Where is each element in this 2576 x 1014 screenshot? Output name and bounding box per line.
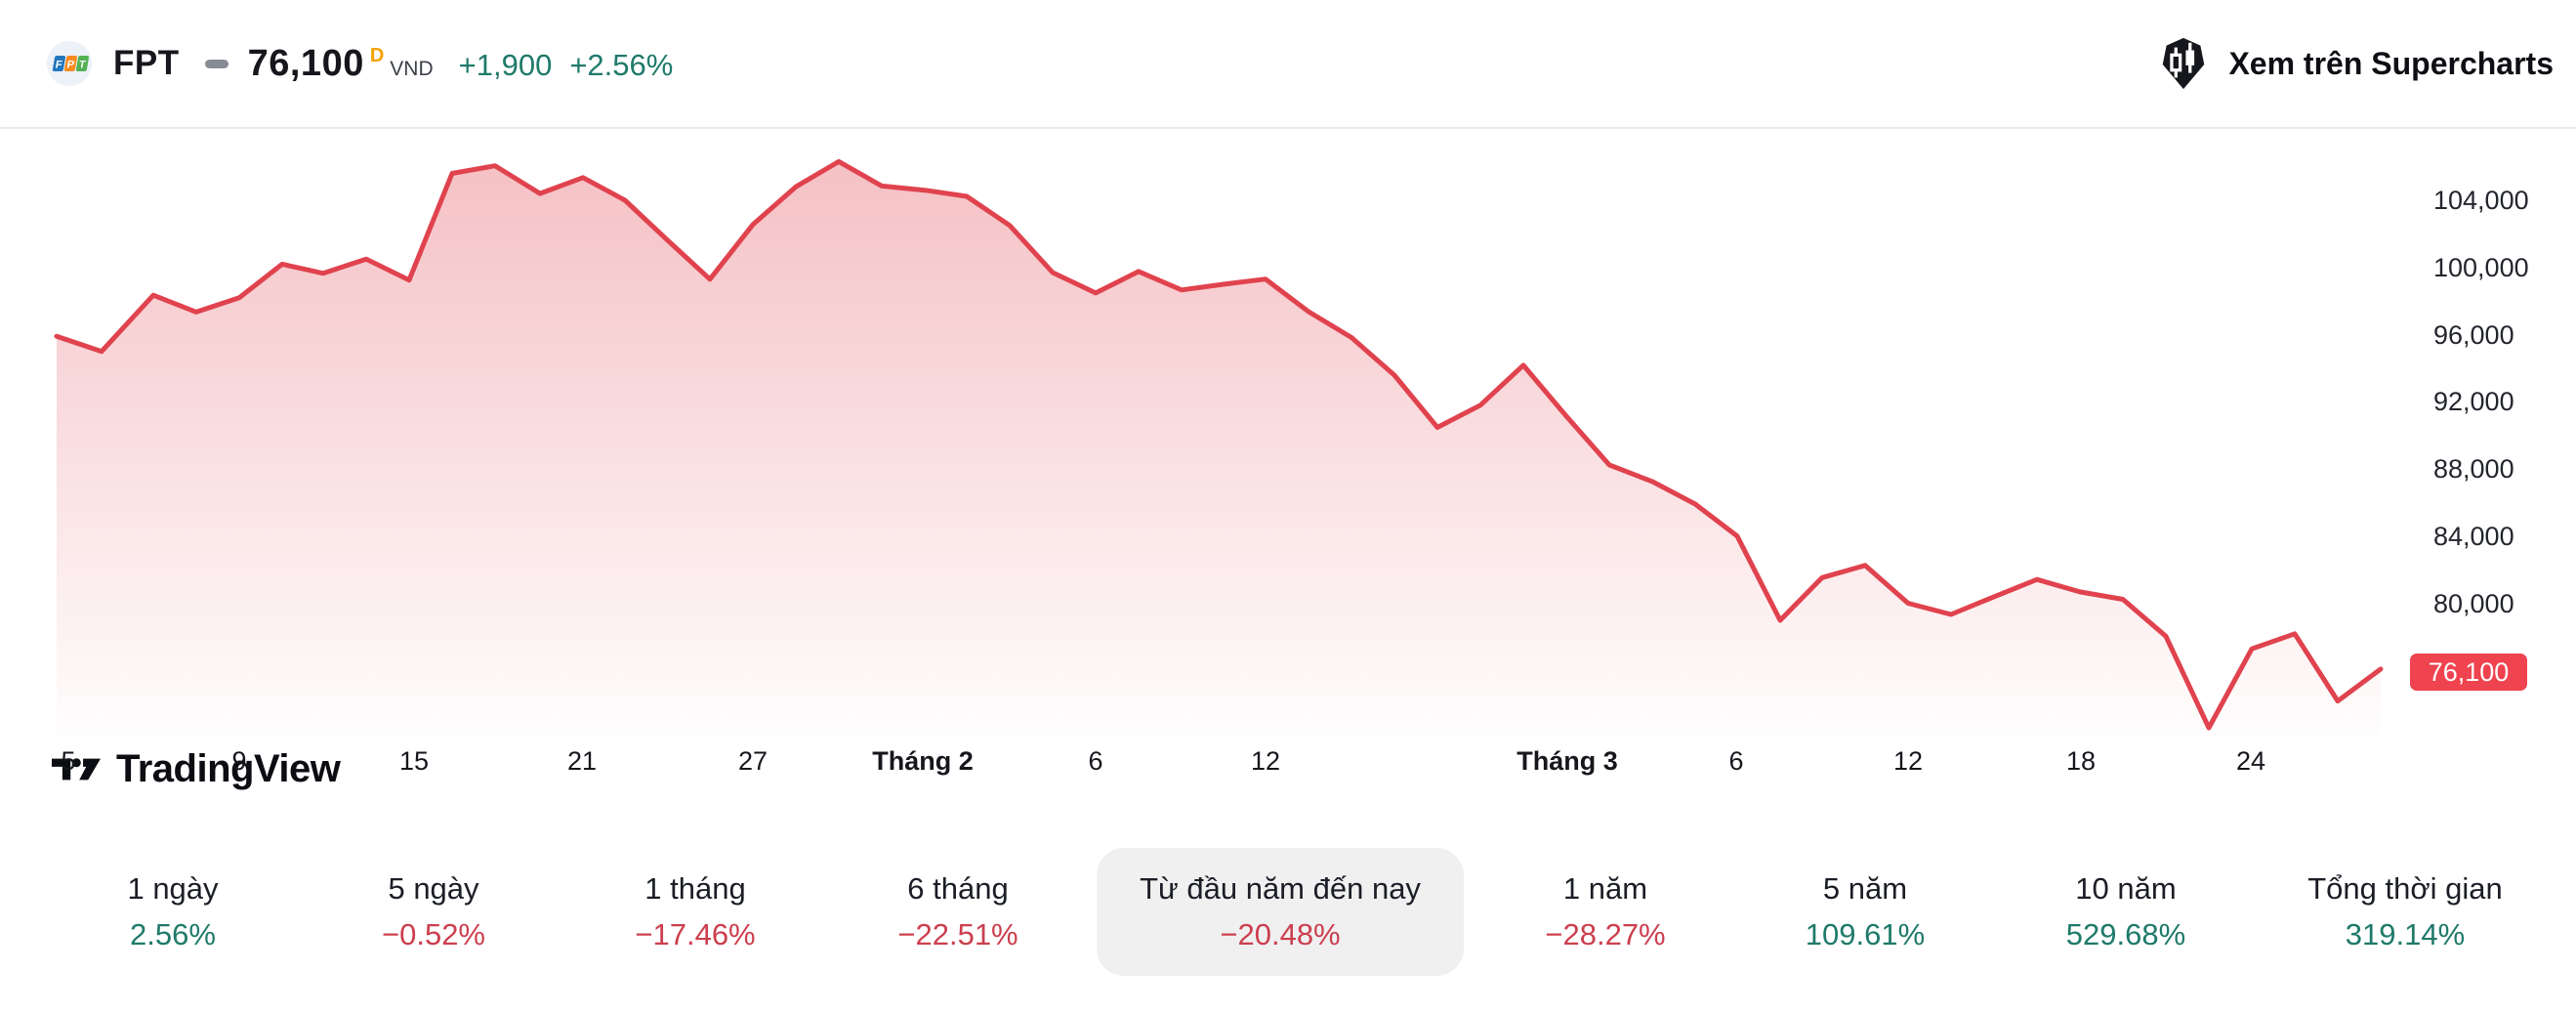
ticker-symbol: FPT — [113, 44, 180, 82]
fpt-logo: F P T — [47, 41, 92, 86]
tab-label: 10 năm — [2075, 871, 2177, 906]
y-axis-label: 104,000 — [2433, 186, 2529, 215]
tab-change-value: −22.51% — [897, 917, 1018, 951]
y-axis-label: 84,000 — [2433, 522, 2514, 551]
tab-tổng-thời-gian[interactable]: Tổng thời gian 319.14% — [2264, 848, 2546, 976]
supercharts-gem-icon — [2163, 37, 2205, 90]
x-axis-label: 12 — [1250, 746, 1281, 776]
y-axis-label: 80,000 — [2433, 588, 2514, 618]
supercharts-link-label: Xem trên Supercharts — [2228, 45, 2554, 81]
chart-area[interactable]: TradingView — [0, 129, 2576, 790]
price-line — [54, 158, 2384, 731]
currency-label: VND — [390, 57, 434, 80]
header: F P T FPT 76,100 D VND +1,900 +2.56% Xem… — [0, 0, 2576, 127]
tab-5-ngày[interactable]: 5 ngày −0.52% — [339, 848, 528, 976]
tradingview-logo-icon — [52, 758, 101, 781]
tab-label: Từ đầu năm đến nay — [1140, 871, 1421, 906]
tab-change-value: −17.46% — [635, 917, 756, 951]
tab-change-value: 319.14% — [2345, 917, 2466, 951]
tradingview-watermark-text: TradingView — [116, 747, 341, 790]
tab-change-value: 109.61% — [1805, 917, 1926, 951]
tab-label: 5 ngày — [388, 871, 479, 906]
tab-từ-đầu-năm-đến-nay[interactable]: Từ đầu năm đến nay −20.48% — [1097, 848, 1464, 976]
last-price-badge: 76,100 — [2410, 654, 2527, 691]
tab-change-value: −0.52% — [381, 917, 486, 951]
tradingview-watermark[interactable]: TradingView — [52, 747, 341, 791]
tab-1-năm[interactable]: 1 năm −28.27% — [1502, 848, 1708, 976]
tab-change-value: 529.68% — [2065, 917, 2186, 951]
x-axis-label: 15 — [398, 746, 430, 776]
tab-label: 1 ngày — [127, 871, 219, 906]
tab-change-value: −28.27% — [1545, 917, 1666, 951]
price-group: 76,100 D VND +1,900 +2.56% — [248, 43, 674, 85]
x-axis-label: 27 — [737, 746, 769, 776]
tab-1-tháng[interactable]: 1 tháng −17.46% — [592, 848, 798, 976]
tab-label: 5 năm — [1822, 871, 1908, 906]
tab-label: Tổng thời gian — [2307, 871, 2503, 906]
tab-5-năm[interactable]: 5 năm 109.61% — [1763, 848, 1968, 976]
x-axis-label: 12 — [1892, 746, 1924, 776]
svg-text:F: F — [55, 60, 63, 71]
tab-6-tháng[interactable]: 6 tháng −22.51% — [854, 848, 1060, 976]
period-tabs: 1 ngày 2.56% 5 ngày −0.52% 1 tháng −17.46% 6 t… — [0, 848, 2576, 994]
x-axis-label: 6 — [1728, 746, 1744, 776]
supercharts-link[interactable]: Xem trên Supercharts — [2158, 0, 2554, 127]
fpt-logo-icon: F P T — [52, 56, 90, 71]
tab-label: 1 tháng — [644, 871, 746, 906]
price-change-value: +1,900 — [458, 47, 553, 82]
area-fill — [57, 161, 2381, 744]
x-axis-label: Tháng 3 — [1517, 746, 1618, 776]
minus-separator-icon — [204, 59, 229, 68]
tab-change-value: 2.56% — [130, 917, 216, 951]
y-axis-label: 96,000 — [2433, 319, 2514, 350]
daily-interval-superscript: D — [369, 44, 385, 66]
x-axis-label: Tháng 2 — [872, 746, 974, 776]
x-axis-label: 18 — [2065, 746, 2097, 776]
tab-1-ngày[interactable]: 1 ngày 2.56% — [84, 848, 261, 976]
tab-10-năm[interactable]: 10 năm 529.68% — [2023, 848, 2228, 976]
svg-text:P: P — [65, 60, 75, 71]
x-axis-label: 24 — [2235, 746, 2266, 776]
header-divider — [0, 127, 2576, 129]
x-axis-label: 9 — [231, 746, 247, 776]
y-axis-label: 92,000 — [2433, 387, 2514, 417]
x-axis-label: 6 — [1088, 746, 1103, 776]
tab-label: 6 tháng — [907, 871, 1009, 906]
tab-change-value: −20.48% — [1220, 917, 1341, 951]
svg-text:T: T — [78, 60, 87, 71]
last-price: 76,100 — [247, 42, 364, 84]
y-axis-label: 100,000 — [2433, 252, 2529, 282]
y-axis-label: 88,000 — [2433, 454, 2514, 485]
x-axis: 5 9 15 21 27 Tháng 2 6 12 Tháng 3 6 12 18 24 — [0, 746, 2576, 778]
x-axis-label: 21 — [566, 746, 598, 776]
tab-label: 1 năm — [1562, 871, 1648, 906]
price-change-percent: +2.56% — [569, 47, 674, 82]
x-axis-label: 5 — [61, 746, 76, 776]
